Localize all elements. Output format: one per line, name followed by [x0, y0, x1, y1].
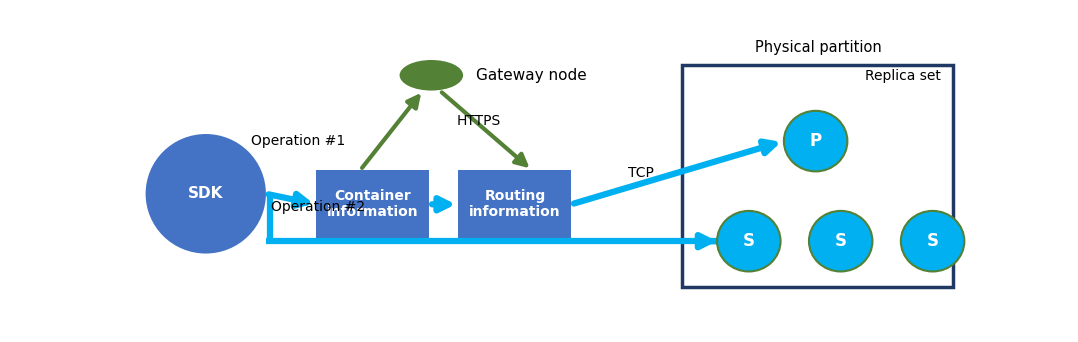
- Text: S: S: [927, 232, 939, 250]
- FancyBboxPatch shape: [317, 170, 429, 239]
- Text: Replica set: Replica set: [865, 69, 941, 83]
- Ellipse shape: [784, 111, 847, 171]
- Text: S: S: [834, 232, 846, 250]
- Text: Container
information: Container information: [327, 189, 418, 220]
- FancyBboxPatch shape: [458, 170, 571, 239]
- Text: SDK: SDK: [188, 186, 223, 201]
- Text: Physical partition: Physical partition: [755, 40, 882, 55]
- Text: Operation #1: Operation #1: [250, 134, 345, 148]
- Text: Gateway node: Gateway node: [475, 68, 586, 83]
- Ellipse shape: [400, 60, 464, 91]
- Text: HTTPS: HTTPS: [456, 114, 500, 128]
- Text: Routing
information: Routing information: [469, 189, 561, 220]
- Text: S: S: [743, 232, 755, 250]
- Ellipse shape: [901, 211, 965, 272]
- Ellipse shape: [717, 211, 780, 272]
- Ellipse shape: [146, 134, 266, 253]
- Text: Operation #2: Operation #2: [272, 199, 365, 213]
- Text: TCP: TCP: [627, 166, 653, 180]
- FancyBboxPatch shape: [682, 65, 953, 287]
- Text: P: P: [810, 132, 821, 150]
- Ellipse shape: [808, 211, 872, 272]
